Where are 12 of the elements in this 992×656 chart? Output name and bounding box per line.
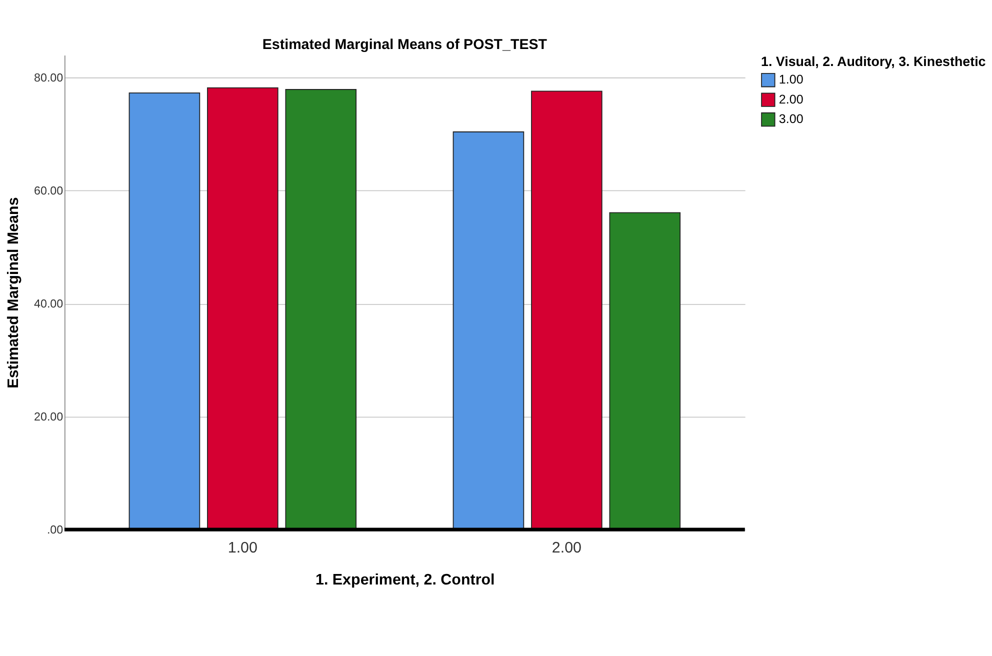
y-tick-label: .00 [46, 524, 64, 537]
x-axis-title: 1. Experiment, 2. Control [315, 572, 495, 589]
y-axis-title: Estimated Marginal Means [4, 197, 22, 388]
y-tick-label: 80.00 [34, 72, 64, 85]
legend-label: 1.00 [778, 72, 804, 87]
chart-title: Estimated Marginal Means of POST_TEST [262, 36, 548, 53]
legend-label: 3.00 [778, 112, 804, 126]
y-tick-label: 20.00 [34, 410, 64, 424]
legend-title: 1. Visual, 2. Auditory, 3. Kinesthetic [761, 54, 986, 69]
legend-label: 2.00 [778, 92, 804, 106]
y-tick-label: 40.00 [34, 298, 64, 311]
y-tick-label: 60.00 [34, 184, 64, 198]
